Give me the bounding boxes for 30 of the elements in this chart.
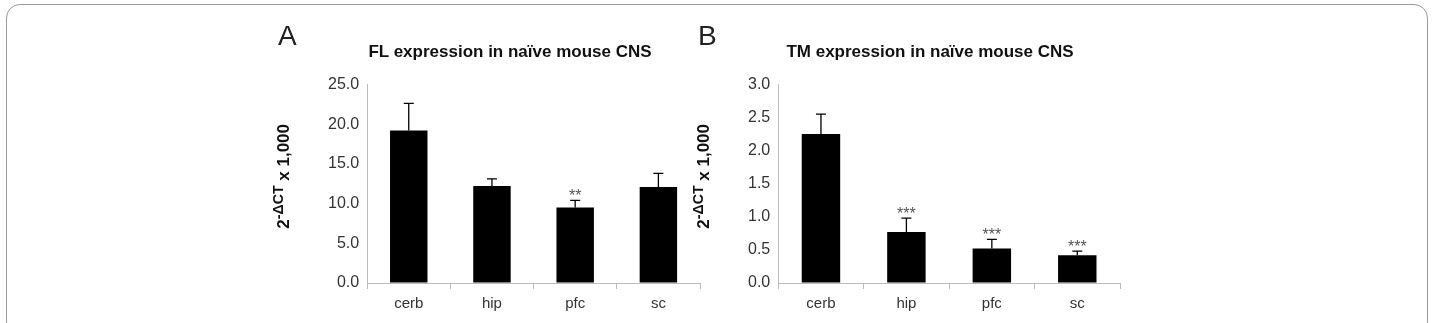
x-tick-label: sc (650, 294, 667, 312)
x-tick-label: sc (1069, 294, 1086, 312)
y-tick-label: 2.5 (747, 107, 771, 125)
x-tick-label: hip (481, 294, 502, 312)
annotation: *** (982, 225, 1002, 243)
x-tick-label: hip (896, 294, 917, 312)
bar (1058, 255, 1097, 283)
annotation: *** (1067, 237, 1087, 255)
x-tick-label: cerb (806, 294, 836, 312)
annotation: ** (568, 186, 582, 204)
y-tick-label: 15.0 (328, 154, 360, 172)
y-tick-label: 0.5 (747, 240, 771, 258)
y-tick-label: 10.0 (328, 193, 360, 211)
annotation: *** (897, 204, 916, 222)
y-tick-label: 0.0 (747, 273, 771, 291)
y-tick-label: 25.0 (328, 74, 360, 92)
chart-title: TM expression in naïve mouse CNS (786, 41, 1074, 61)
text: B (698, 20, 717, 52)
x-tick-label: pfc (981, 294, 1003, 312)
y-tick-label: 3.0 (747, 74, 771, 92)
x-tick-label: cerb (394, 294, 424, 312)
chart-title: FL expression in naïve mouse CNS (368, 41, 652, 61)
y-tick-label: 1.0 (747, 207, 771, 225)
y-tick-label: 2.0 (747, 141, 771, 159)
y-tick-label: 1.5 (747, 174, 771, 192)
y-tick-label: 20.0 (328, 114, 360, 132)
y-tick-label: 0.0 (336, 273, 360, 291)
x-tick-label: pfc (565, 294, 586, 312)
text: A (278, 20, 297, 52)
y-tick-label: 5.0 (336, 233, 360, 251)
